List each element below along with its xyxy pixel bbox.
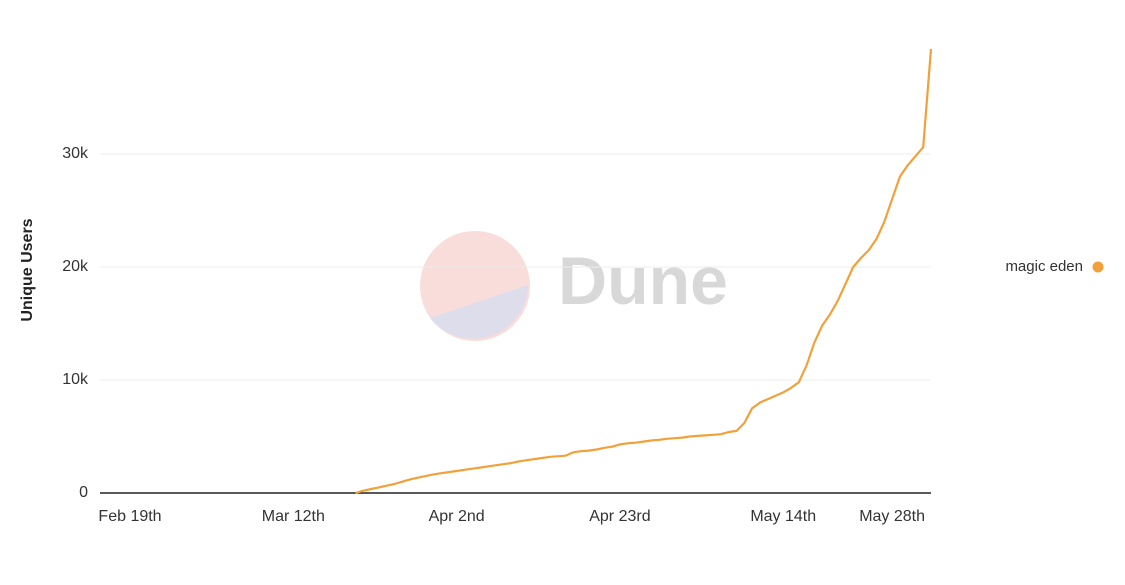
x-tick-label: May 14th xyxy=(750,508,816,525)
x-tick-label: Feb 19th xyxy=(98,508,161,525)
series-line xyxy=(355,48,933,495)
x-tick-label: Apr 23rd xyxy=(589,508,650,525)
y-tick-label: 10k xyxy=(62,371,89,388)
watermark-logo-bottom-fill xyxy=(430,285,528,339)
y-tick-label: 30k xyxy=(62,145,89,162)
legend-marker xyxy=(1092,261,1104,273)
watermark: Dune xyxy=(420,231,728,341)
y-axis-label: Unique Users xyxy=(19,218,36,321)
legend-label: magic eden xyxy=(1005,258,1083,275)
x-tick-label: Mar 12th xyxy=(262,508,325,525)
watermark-text: Dune xyxy=(558,243,728,319)
x-tick-label: May 28th xyxy=(859,508,925,525)
y-tick-label: 0 xyxy=(79,484,88,501)
y-tick-label: 20k xyxy=(62,258,89,275)
x-tick-label: Apr 2nd xyxy=(429,508,485,525)
